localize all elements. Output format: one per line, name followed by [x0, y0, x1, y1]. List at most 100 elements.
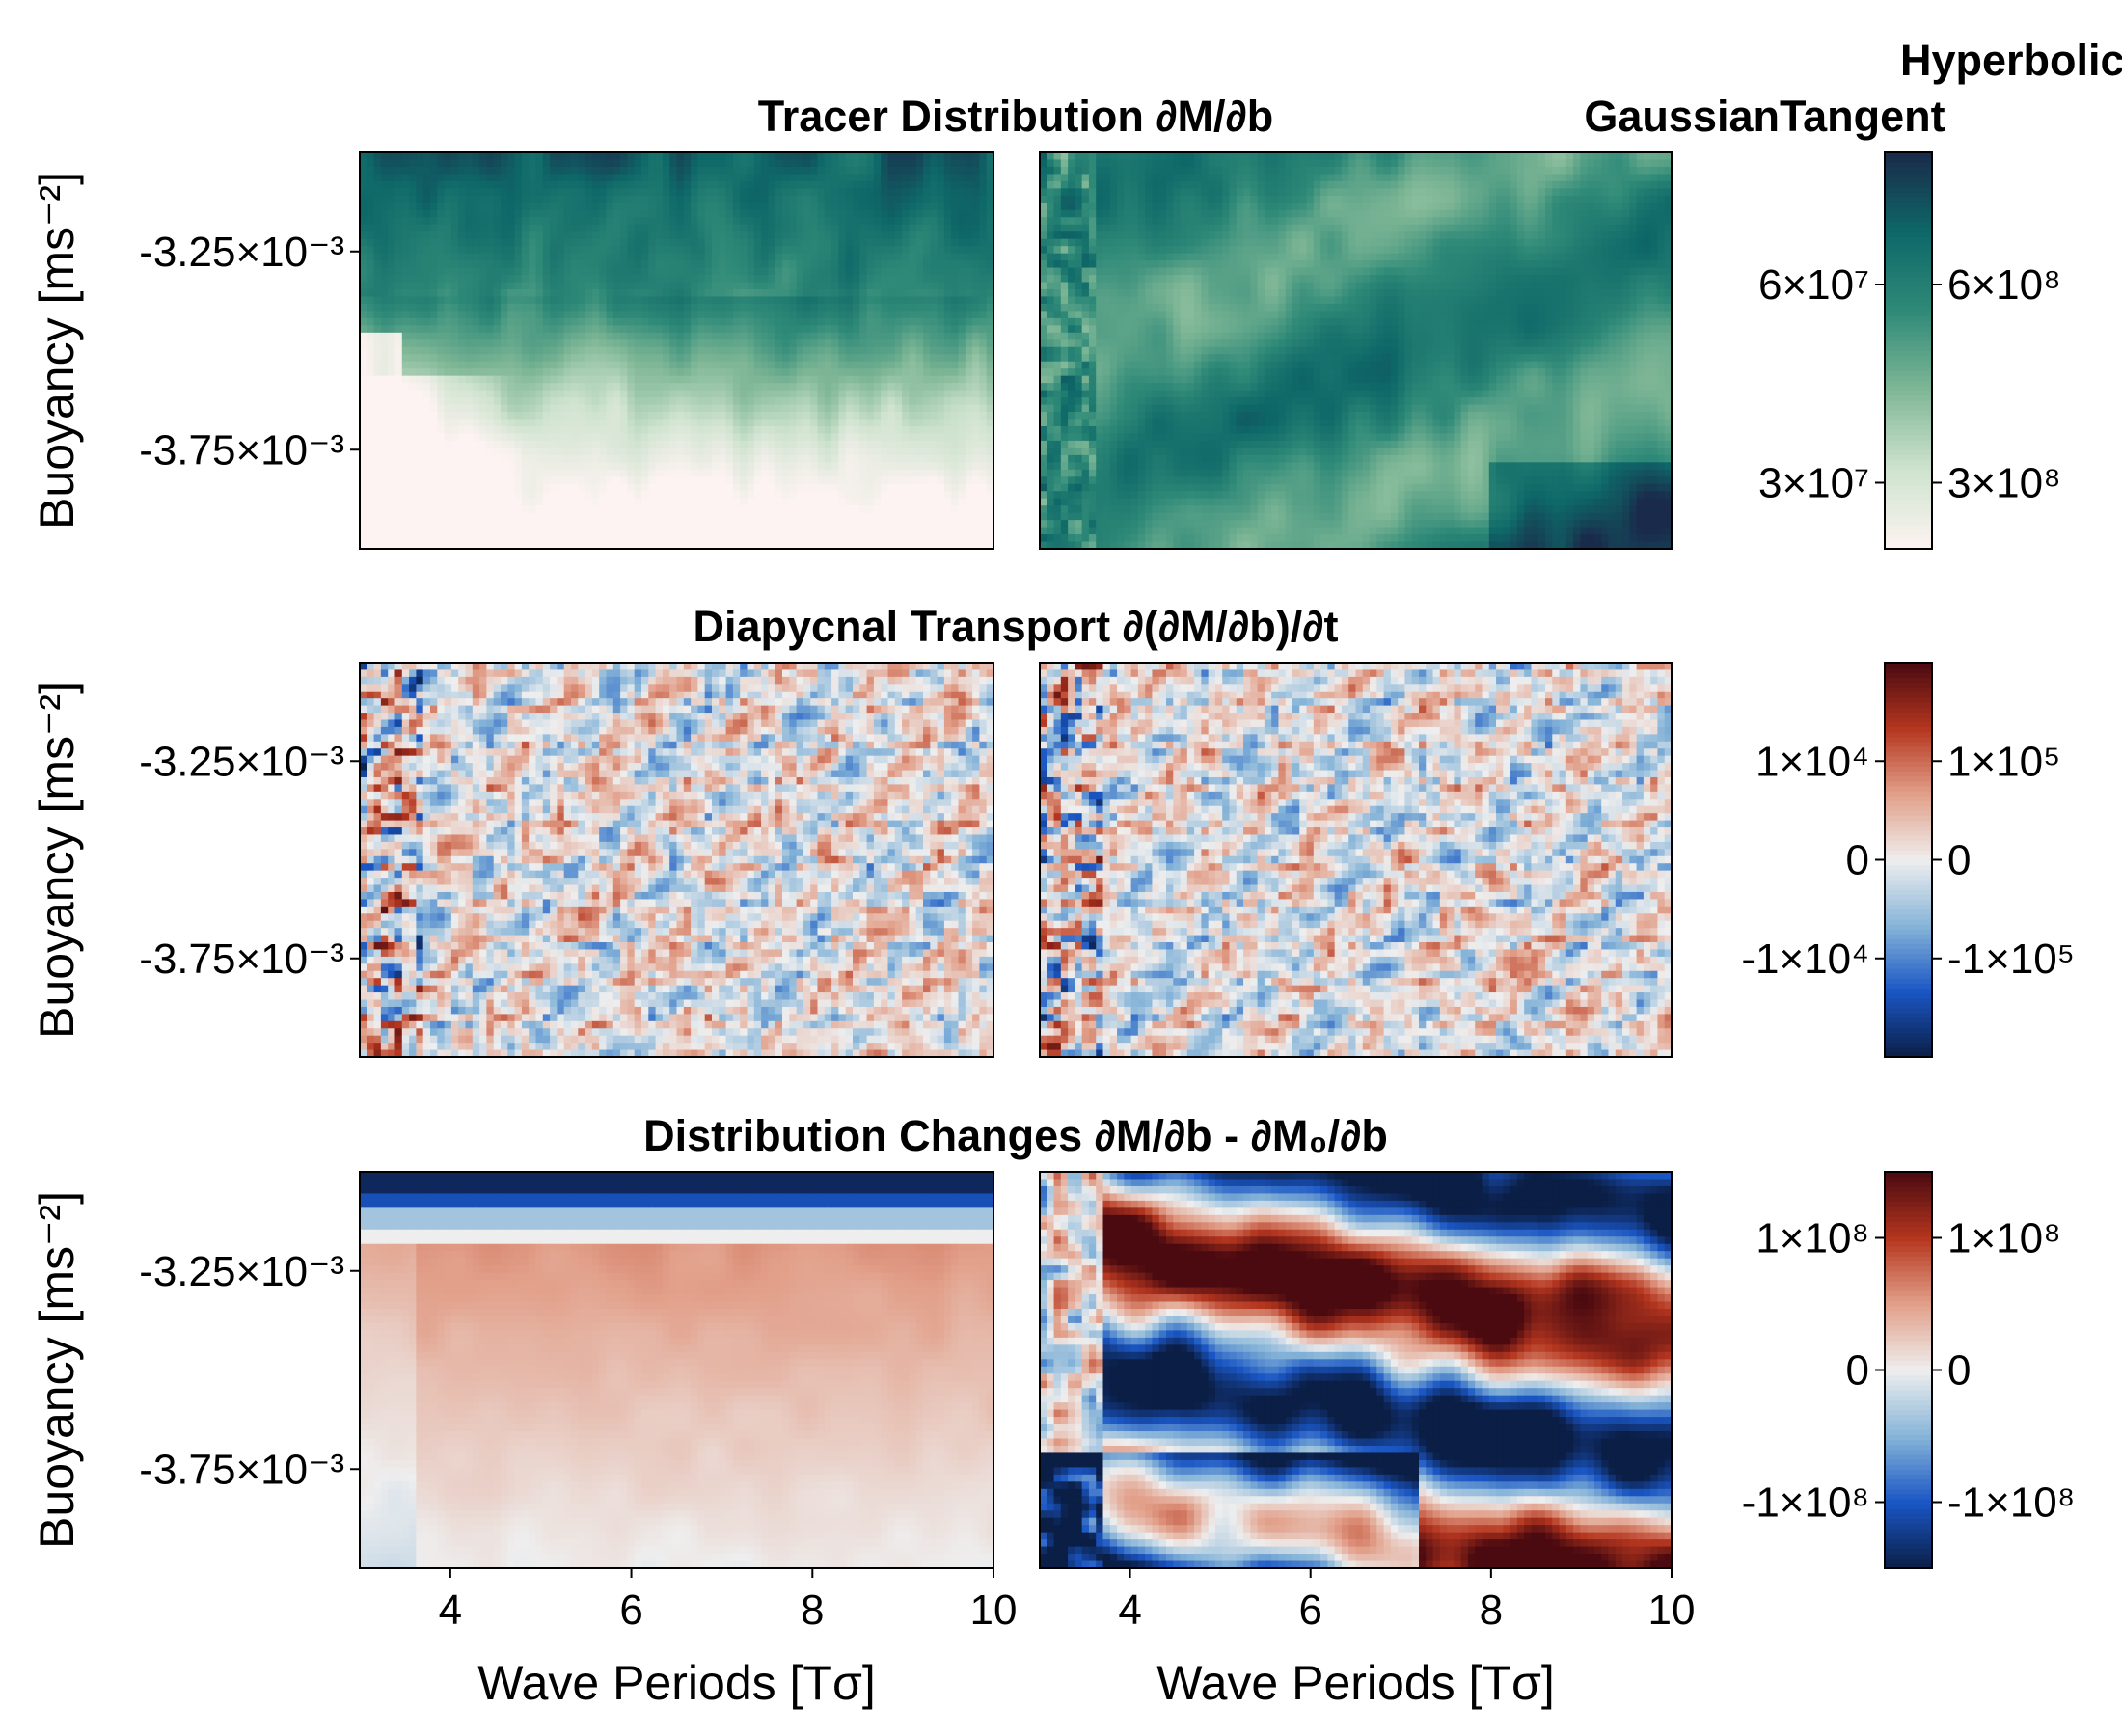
heatmap-cell — [563, 346, 572, 355]
heatmap-cell — [394, 404, 403, 413]
heatmap-cell — [761, 339, 769, 348]
heatmap-cell — [697, 462, 706, 471]
heatmap-cell — [831, 448, 839, 456]
heatmap-cell — [824, 303, 832, 312]
heatmap-cell — [824, 361, 832, 369]
heatmap-cell — [782, 246, 790, 255]
heatmap-cell — [789, 375, 798, 384]
heatmap-cell — [655, 454, 664, 463]
heatmap-cell — [937, 476, 945, 485]
heatmap-cell — [803, 303, 811, 312]
heatmap-cell — [542, 375, 551, 384]
heatmap-cell — [937, 448, 945, 456]
heatmap-cell — [789, 260, 798, 269]
heatmap-cell — [655, 339, 664, 348]
heatmap-cell — [606, 325, 614, 334]
heatmap-cell — [859, 260, 868, 269]
heatmap-cell — [881, 354, 889, 363]
heatmap-cell — [881, 231, 889, 240]
heatmap-cell — [627, 483, 636, 492]
heatmap-cell — [775, 209, 783, 218]
heatmap-cell — [620, 390, 628, 398]
heatmap-cell — [571, 339, 579, 348]
heatmap-cell — [930, 303, 939, 312]
heatmap-cell — [394, 505, 403, 514]
heatmap-cell — [986, 397, 994, 406]
heatmap-cell — [958, 462, 966, 471]
heatmap-cell — [458, 311, 467, 319]
heatmap-cell — [501, 311, 508, 319]
heatmap-cell — [972, 383, 980, 392]
heatmap-cell — [563, 520, 572, 529]
heatmap-cell — [691, 534, 698, 543]
heatmap-cell — [719, 260, 727, 269]
heatmap-cell — [683, 390, 692, 398]
heatmap-cell — [514, 180, 523, 189]
heatmap-cell — [563, 383, 572, 392]
heatmap-cell — [472, 246, 480, 255]
heatmap-cell — [937, 433, 945, 442]
heatmap-cell — [465, 275, 474, 284]
heatmap-cell — [563, 203, 572, 211]
heatmap-cell — [979, 174, 988, 182]
heatmap-cell — [740, 433, 748, 442]
heatmap-cell — [712, 203, 720, 211]
heatmap-cell — [591, 498, 600, 506]
heatmap-cell — [493, 454, 502, 463]
heatmap-cell — [923, 433, 931, 442]
heatmap-cell — [732, 383, 741, 392]
heatmap-cell — [859, 195, 868, 203]
heatmap-cell — [803, 317, 811, 326]
heatmap-cell — [465, 462, 474, 471]
heatmap-cell — [740, 361, 748, 369]
heatmap-cell — [401, 534, 410, 543]
heatmap-cell — [704, 368, 713, 377]
heatmap-cell — [845, 527, 854, 535]
heatmap-cell — [514, 217, 523, 226]
heatmap-cell — [514, 253, 523, 261]
heatmap-cell — [930, 361, 939, 369]
heatmap-cell — [972, 404, 980, 413]
heatmap-cell — [401, 282, 410, 290]
heatmap-cell — [768, 238, 776, 247]
heatmap-cell — [501, 448, 508, 456]
heatmap-cell — [437, 282, 446, 290]
heatmap-cell — [373, 203, 382, 211]
heatmap-cell — [902, 188, 910, 197]
heatmap-cell — [571, 325, 579, 334]
heatmap-cell — [782, 325, 790, 334]
heatmap-cell — [1040, 383, 1047, 392]
heatmap-cell — [845, 303, 854, 312]
heatmap-cell — [529, 527, 537, 535]
heatmap-cell — [606, 483, 614, 492]
heatmap-cell — [1040, 209, 1047, 218]
heatmap-cell — [775, 419, 783, 427]
heatmap-cell — [902, 282, 910, 290]
heatmap-cell — [775, 159, 783, 168]
heatmap-cell — [501, 339, 508, 348]
heatmap-cell — [599, 282, 608, 290]
heatmap-cell — [591, 390, 600, 398]
heatmap-cell — [866, 505, 875, 514]
heatmap-cell — [676, 275, 685, 284]
heatmap-cell — [599, 195, 608, 203]
heatmap-cell — [915, 159, 924, 168]
heatmap-cell — [831, 397, 839, 406]
heatmap-cell — [845, 361, 854, 369]
heatmap-cell — [725, 448, 734, 456]
heatmap-cell — [550, 505, 558, 514]
heatmap-cell — [965, 180, 973, 189]
heatmap-cell — [810, 217, 819, 226]
heatmap-cell — [902, 419, 910, 427]
heatmap-cell — [550, 448, 558, 456]
heatmap-cell — [697, 152, 706, 161]
heatmap-cell — [620, 159, 628, 168]
heatmap-cell — [986, 505, 994, 514]
heatmap-cell — [444, 512, 452, 521]
heatmap-cell — [831, 541, 839, 550]
heatmap-cell — [753, 303, 762, 312]
heatmap-cell — [894, 152, 903, 161]
heatmap-cell — [521, 267, 530, 276]
heatmap-cell — [360, 527, 367, 535]
heatmap-cell — [493, 354, 502, 363]
